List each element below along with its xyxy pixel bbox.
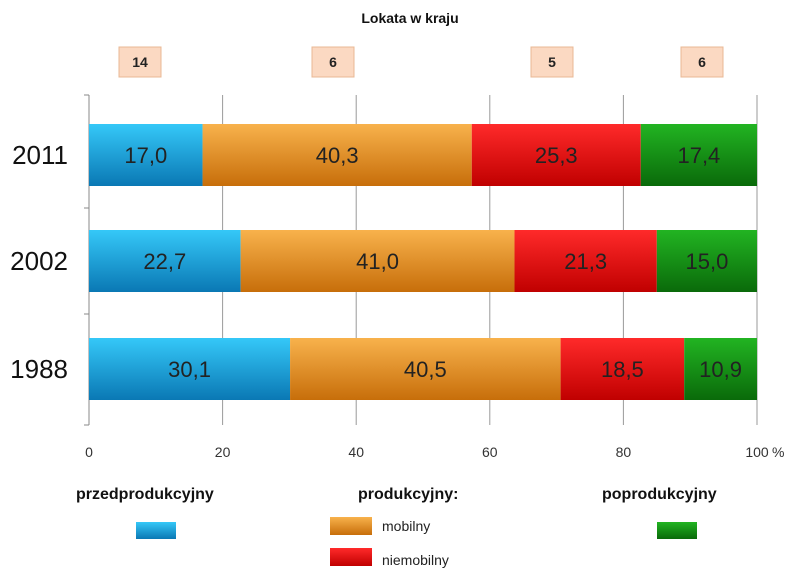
rank-value-mobilny: 6 — [329, 54, 337, 70]
data-label-niemobilny-2002: 21,3 — [564, 249, 607, 274]
rank-box-mobilny — [311, 46, 355, 78]
category-label-1988: 1988 — [10, 354, 68, 384]
bar-niemobilny-1988 — [560, 338, 685, 400]
data-label-mobilny-1988: 40,5 — [404, 357, 447, 382]
bar-mobilny-2002 — [240, 230, 515, 292]
category-label-2002: 2002 — [10, 246, 68, 276]
bar-niemobilny-2011 — [471, 124, 641, 186]
x-tick-label: 20 — [215, 444, 231, 460]
x-tick-label: 60 — [482, 444, 498, 460]
bar-poprodukcyjny-2011 — [640, 124, 757, 186]
bar-przedprodukcyjny-1988 — [89, 338, 291, 400]
data-label-przedprodukcyjny-2011: 17,0 — [124, 143, 167, 168]
chart-title: Lokata w kraju — [361, 10, 458, 26]
x-axis-unit: % — [772, 444, 784, 460]
legend-title-poprodukcyjny: poprodukcyjny — [602, 486, 717, 503]
x-tick-label: 0 — [85, 444, 93, 460]
legend-swatch-mobilny — [330, 517, 372, 535]
bar-poprodukcyjny-2002 — [656, 230, 757, 292]
legend-title-produkcyjny: produkcyjny: — [358, 486, 458, 503]
category-label-2011: 2011 — [12, 140, 68, 170]
bar-poprodukcyjny-1988 — [684, 338, 757, 400]
rank-value-przedprodukcyjny: 14 — [132, 54, 148, 70]
x-tick-label: 40 — [348, 444, 364, 460]
legend-title-przedprodukcyjny: przedprodukcyjny — [76, 486, 214, 503]
x-tick-label: 80 — [616, 444, 632, 460]
bar-mobilny-2011 — [202, 124, 472, 186]
bar-mobilny-1988 — [290, 338, 561, 400]
data-label-mobilny-2002: 41,0 — [356, 249, 399, 274]
rank-box-przedprodukcyjny — [118, 46, 162, 78]
data-label-poprodukcyjny-2002: 15,0 — [685, 249, 728, 274]
rank-value-niemobilny: 5 — [548, 54, 556, 70]
data-label-przedprodukcyjny-1988: 30,1 — [168, 357, 211, 382]
data-label-niemobilny-1988: 18,5 — [601, 357, 644, 382]
legend-swatch-przedprodukcyjny — [136, 522, 176, 539]
x-tick-label: 100 — [745, 444, 769, 460]
data-label-mobilny-2011: 40,3 — [316, 143, 359, 168]
data-label-niemobilny-2011: 25,3 — [535, 143, 578, 168]
bar-niemobilny-2002 — [514, 230, 657, 292]
legend-label-mobilny: mobilny — [382, 518, 430, 534]
legend-label-niemobilny: niemobilny — [382, 552, 449, 568]
legend-swatch-poprodukcyjny — [657, 522, 697, 539]
rank-box-poprodukcyjny — [680, 46, 724, 78]
rank-value-poprodukcyjny: 6 — [698, 54, 706, 70]
data-label-poprodukcyjny-1988: 10,9 — [699, 357, 742, 382]
rank-box-niemobilny — [530, 46, 574, 78]
data-label-przedprodukcyjny-2002: 22,7 — [143, 249, 186, 274]
legend-swatch-niemobilny — [330, 548, 372, 566]
data-label-poprodukcyjny-2011: 17,4 — [677, 143, 720, 168]
bar-przedprodukcyjny-2011 — [89, 124, 203, 186]
bar-przedprodukcyjny-2002 — [89, 230, 241, 292]
